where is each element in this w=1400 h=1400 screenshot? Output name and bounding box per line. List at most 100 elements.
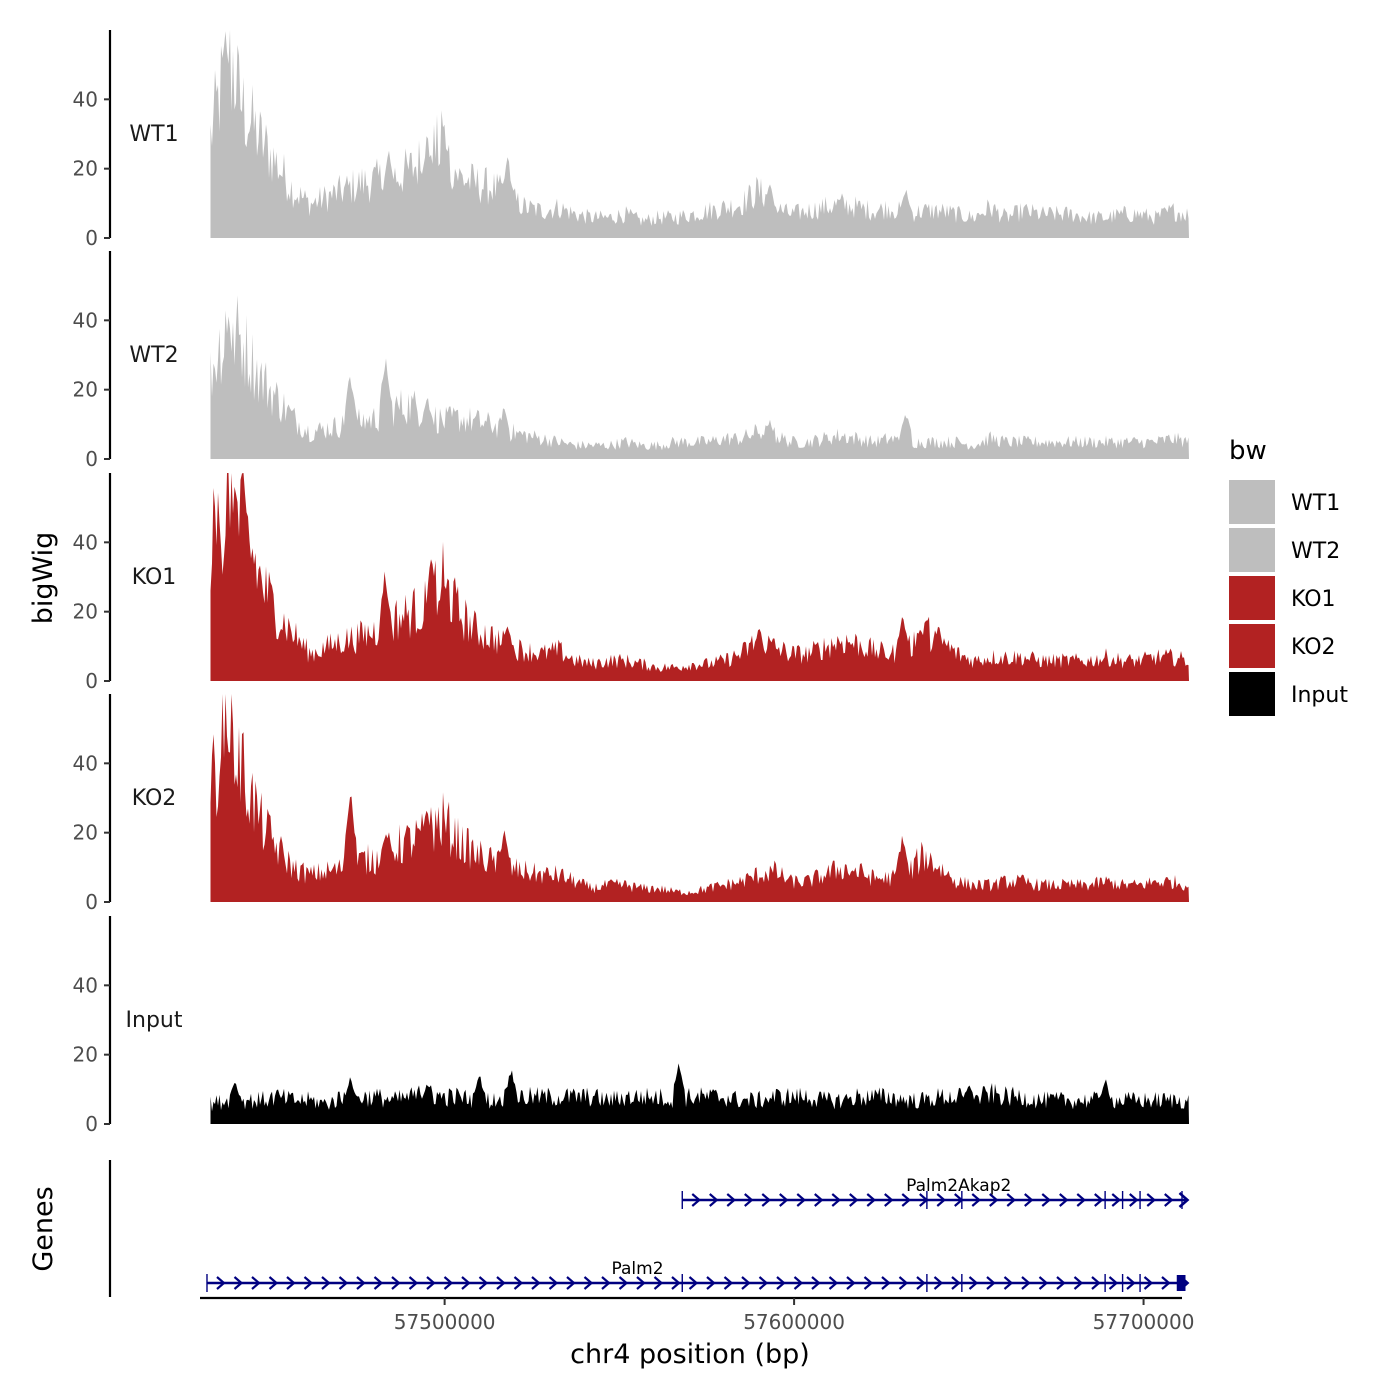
strand-arrow [531,1276,541,1290]
strand-arrow [478,1276,489,1290]
strand-arrow [618,1276,629,1290]
strand-arrow [1108,1276,1119,1290]
x-axis: 57500000 57600000 57700000 [200,1296,1195,1334]
strand-arrow [1129,1193,1139,1207]
x-tick-label: 57700000 [1093,1310,1195,1334]
strand-arrow [671,1276,681,1290]
strand-arrow [1094,1193,1104,1207]
track-ko2: 0 20 40 KO2 [73,694,1189,914]
strand-arrow [723,1276,734,1290]
strand-arrow [796,1193,806,1207]
strand-arrow [443,1276,454,1290]
gene-palm2: Palm2 [206,1259,1190,1292]
strand-arrow [776,1276,786,1290]
gene-label: Palm2Akap2 [906,1176,1011,1196]
y-tick-label: 20 [73,600,98,624]
strand-arrow [566,1276,576,1290]
legend-label: WT1 [1291,491,1340,516]
strand-arrow [863,1276,874,1290]
strand-arrow [548,1276,559,1290]
strand-arrow [761,1193,771,1207]
strand-arrow [1143,1276,1154,1290]
gene-label: Palm2 [612,1259,664,1279]
strand-arrow [989,1193,999,1207]
strand-arrow [1038,1276,1049,1290]
strand-arrow [338,1276,349,1290]
strand-arrow [919,1193,929,1207]
strand-arrow [933,1276,944,1290]
legend-item-wt1: WT1 [1229,480,1340,524]
strand-arrow [1021,1276,1031,1290]
strand-arrow [1164,1193,1174,1207]
strand-arrow [216,1276,226,1290]
legend-item-ko2: KO2 [1229,624,1336,668]
strand-arrow [954,1193,964,1207]
y-tick-label: 20 [73,157,98,181]
track-label: Input [126,1008,183,1033]
strand-arrow [1003,1276,1014,1290]
track-label: KO1 [132,565,177,590]
strand-arrow [636,1276,646,1290]
strand-arrow [828,1276,839,1290]
strand-arrow [373,1276,384,1290]
legend: bw WT1 WT2 KO1 KO2 Input [1229,436,1348,716]
strand-arrow [268,1276,279,1290]
strand-arrow [971,1193,981,1207]
strand-arrow [1076,1193,1086,1207]
y-tick-label: 40 [73,308,98,332]
strand-arrow [884,1193,894,1207]
strand-arrow [898,1276,909,1290]
track-wt2: 0 20 40 WT2 [73,251,1189,471]
legend-title: bw [1229,436,1267,466]
strand-arrow [303,1276,314,1290]
y-axis-title: bigWig [28,532,59,625]
gene-end-arrow [1178,1192,1190,1208]
strand-arrow [601,1276,611,1290]
strand-arrow [968,1276,979,1290]
y-tick-label: 40 [73,973,98,997]
strand-arrow [408,1276,419,1290]
legend-swatch [1229,624,1275,668]
strand-arrow [233,1276,244,1290]
strand-arrow [1056,1276,1066,1290]
strand-arrow [691,1193,701,1207]
strand-arrow [1006,1193,1016,1207]
y-tick-label: 0 [85,447,98,471]
strand-arrow [849,1193,859,1207]
signal-area-wt1 [210,30,1189,238]
strand-arrow [881,1276,891,1290]
legend-label: Input [1291,683,1348,708]
legend-swatch [1229,528,1275,572]
strand-arrow [513,1276,524,1290]
x-axis-title: chr4 position (bp) [570,1339,810,1370]
strand-arrow [391,1276,401,1290]
exon-block [1176,1275,1186,1291]
strand-arrow [321,1276,331,1290]
y-tick-label: 0 [85,1112,98,1136]
strand-arrow [356,1276,366,1290]
y-tick-label: 40 [73,751,98,775]
signal-area-ko1 [210,473,1189,681]
strand-arrow [709,1193,719,1207]
track-ko1: 0 20 40 KO1 [73,473,1189,693]
strand-arrow [1024,1193,1034,1207]
strand-arrow [1161,1276,1171,1290]
strand-arrow [251,1276,261,1290]
strand-arrow [1111,1193,1121,1207]
strand-arrow [726,1193,736,1207]
legend-label: WT2 [1291,539,1340,564]
strand-arrow [901,1193,911,1207]
strand-arrow [653,1276,664,1290]
strand-arrow [811,1276,821,1290]
strand-arrow [916,1276,926,1290]
strand-arrow [951,1276,961,1290]
y-tick-label: 20 [73,378,98,402]
strand-arrow [741,1276,751,1290]
legend-swatch [1229,480,1275,524]
strand-arrow [758,1276,769,1290]
y-tick-label: 20 [73,1043,98,1067]
track-label: WT2 [129,343,178,368]
gene-track: Palm2Akap2 Palm2 [108,1160,1190,1297]
